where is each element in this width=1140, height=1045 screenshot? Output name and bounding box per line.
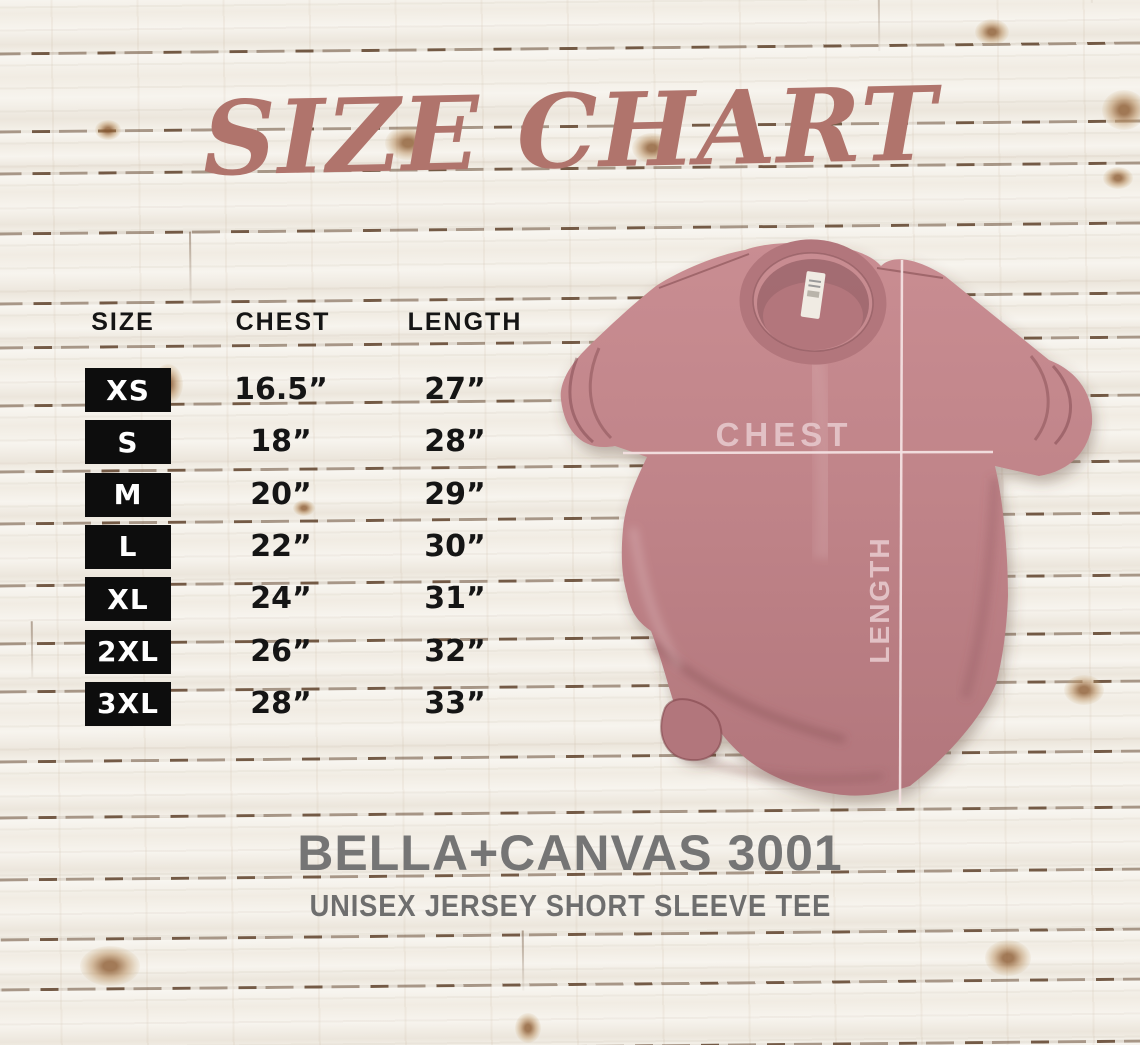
chest-value: 26” <box>250 633 312 669</box>
product-name: BELLA+CANVAS 3001 <box>297 825 843 881</box>
product-subtitle: UNISEX JERSEY SHORT SLEEVE TEE <box>0 888 1140 924</box>
table-row: M 20” 29” <box>85 471 545 523</box>
length-line <box>898 259 904 806</box>
length-value: 30” <box>424 528 486 564</box>
size-badge: 3XL <box>85 681 171 726</box>
chest-value: 22” <box>250 528 312 564</box>
table-row: XL 24” 31” <box>85 575 545 627</box>
shoulder-seam-right <box>876 267 944 279</box>
column-header-size: SIZE <box>91 308 155 336</box>
chest-label: CHEST <box>716 416 853 453</box>
page-title: SIZE CHART <box>201 64 939 200</box>
measurement-overlay: CHEST LENGTH <box>622 259 994 806</box>
chest-value: 20” <box>250 476 312 512</box>
collar-tag <box>800 271 826 319</box>
size-badge: L <box>85 524 171 569</box>
size-badge: XL <box>85 577 171 622</box>
table-row: 3XL 28” 33” <box>85 680 545 732</box>
length-label: LENGTH <box>864 536 895 663</box>
wood-plank-joint <box>1090 0 1093 4</box>
size-badge: XS <box>85 368 171 412</box>
table-row: S 18” 28” <box>85 418 545 470</box>
table-row: 2XL 26” 32” <box>85 628 545 680</box>
collar-ribbing <box>739 239 887 365</box>
hem-knot <box>660 698 723 762</box>
collar <box>739 239 887 365</box>
product-subtitle-text: UNISEX JERSEY SHORT SLEEVE TEE <box>309 888 831 923</box>
length-value: 32” <box>424 633 486 669</box>
column-header-chest: CHEST <box>235 308 331 336</box>
fabric-wrinkles <box>568 253 1072 782</box>
wood-plank <box>0 980 1140 1045</box>
size-badge: 2XL <box>85 629 171 674</box>
chest-value: 16.5” <box>234 372 328 407</box>
table-row: XS 16.5” 27” <box>85 366 545 418</box>
size-table-rows: XS 16.5” 27” S 18” 28” M 20” 29” L 22” 30” XL 24” 31” 2… <box>85 366 545 746</box>
length-value: 31” <box>424 581 486 617</box>
chest-value: 28” <box>250 685 312 721</box>
chest-value: 24” <box>250 581 312 617</box>
length-value: 27” <box>424 372 486 407</box>
column-header-length: LENGTH <box>407 308 523 336</box>
chest-line <box>622 450 994 455</box>
wood-plank-joint <box>877 0 881 52</box>
length-value: 33” <box>424 685 486 721</box>
chest-value: 18” <box>250 424 312 460</box>
tshirt-graphic: CHEST LENGTH <box>560 239 1093 806</box>
table-row: L 22” 30” <box>85 523 545 575</box>
size-badge: M <box>85 472 171 517</box>
shoulder-seam-left <box>658 253 750 289</box>
length-value: 29” <box>424 476 486 512</box>
length-value: 28” <box>424 424 486 460</box>
size-badge: S <box>85 420 171 465</box>
